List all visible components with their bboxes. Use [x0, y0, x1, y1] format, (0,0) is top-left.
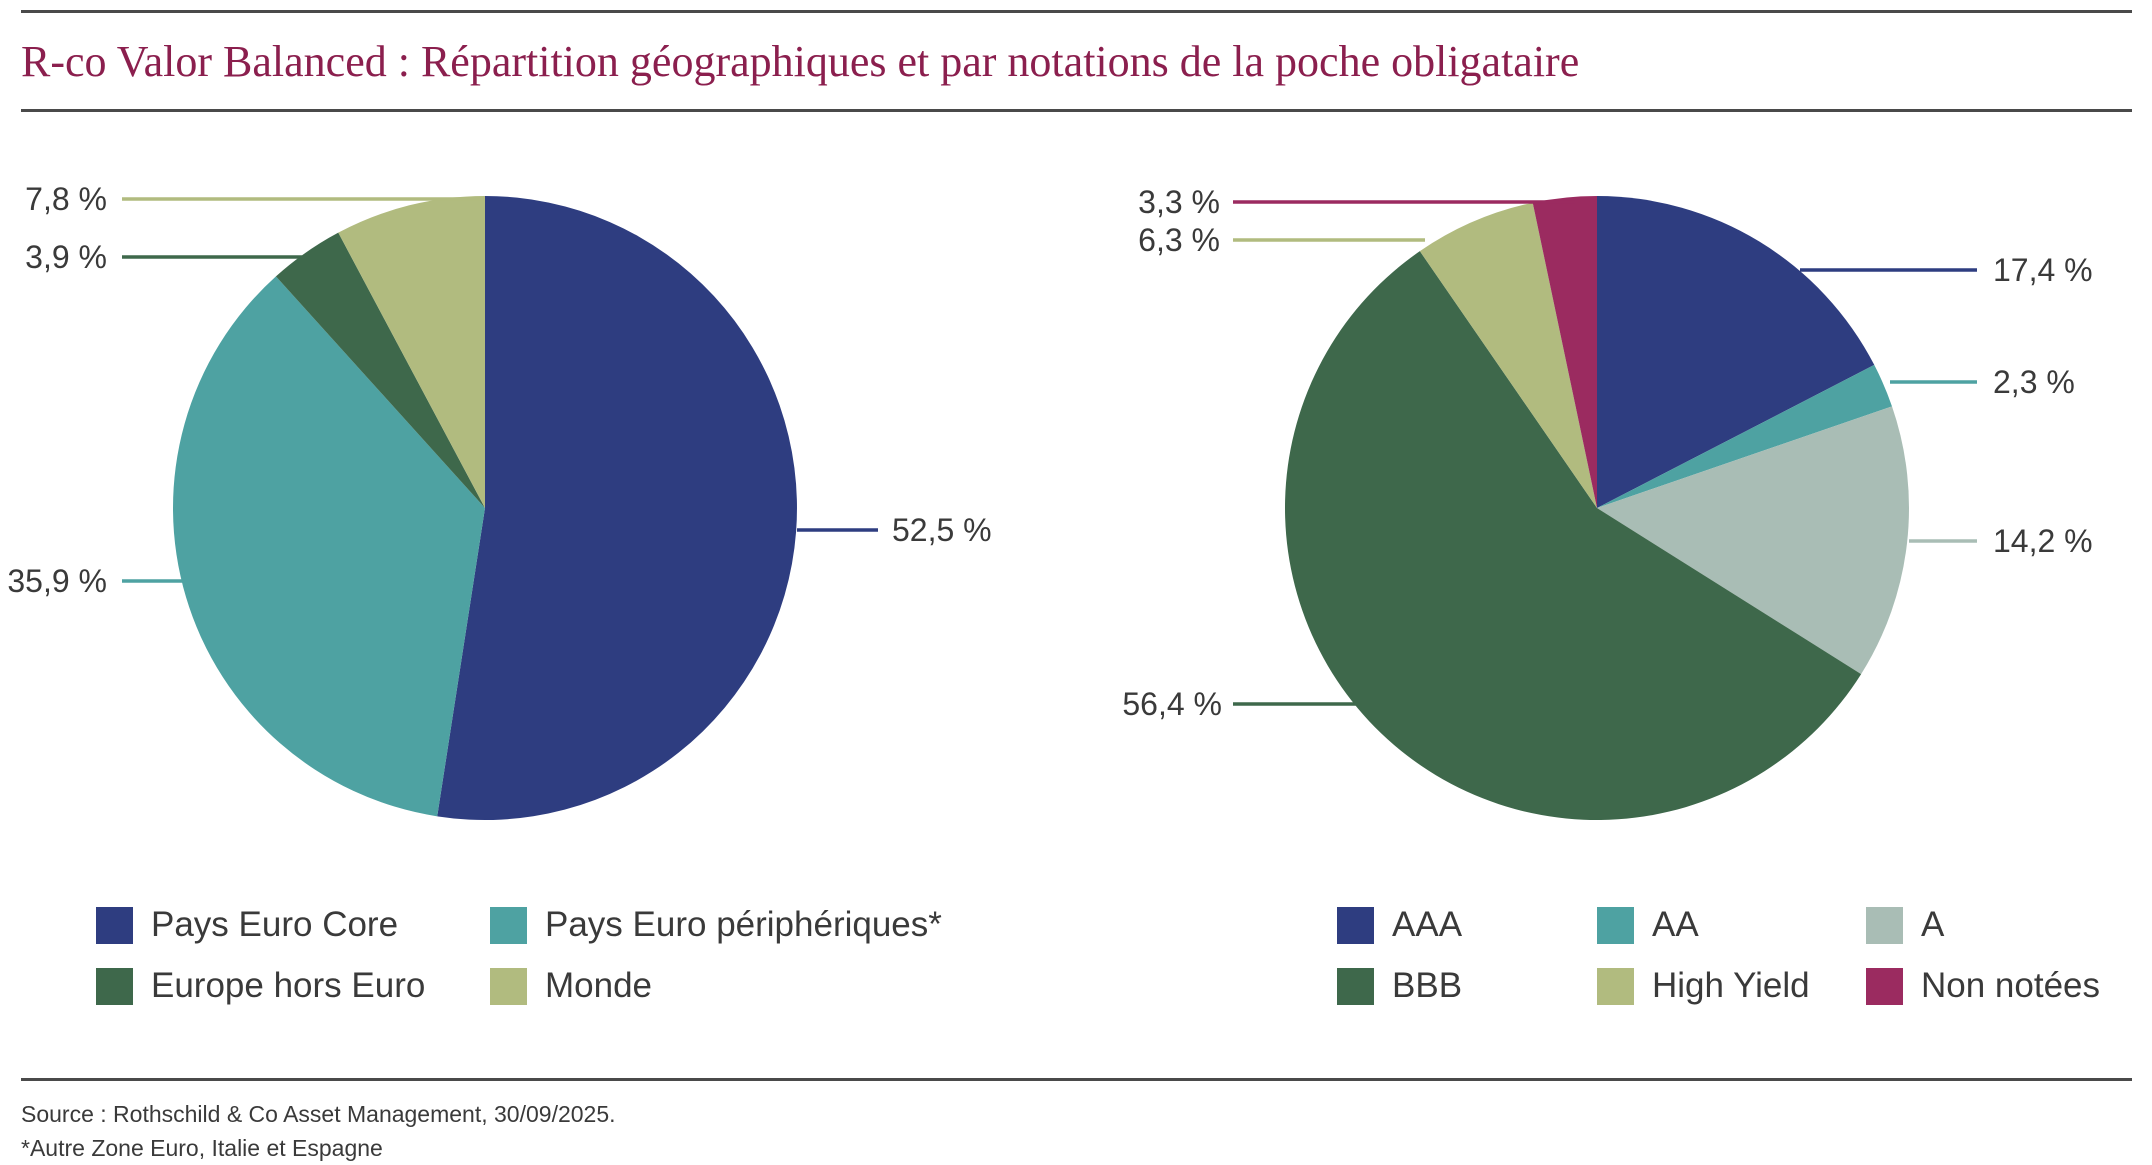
data-label-non-notees: 3,3 %	[1138, 184, 1220, 220]
legend-item-a: A	[1866, 905, 1944, 945]
legend-swatch	[96, 967, 133, 1005]
legend-item-high-yield: High Yield	[1597, 966, 1810, 1006]
legend-label: Non notées	[1921, 966, 2101, 1005]
footer: Source : Rothschild & Co Asset Managemen…	[21, 1097, 616, 1165]
chart-title: R-co Valor Balanced : Répartition géogra…	[21, 37, 1580, 86]
legend-swatch	[1866, 967, 1903, 1005]
data-label-pays-euro-core: 52,5 %	[892, 512, 992, 548]
data-label-a: 14,2 %	[1993, 523, 2093, 559]
legend-swatch	[1866, 906, 1903, 944]
title-rule	[21, 109, 2132, 112]
legend-label: Monde	[545, 966, 653, 1005]
pie-slice-pays-euro-peripheriques	[172, 276, 486, 817]
source-note: Source : Rothschild & Co Asset Managemen…	[21, 1101, 616, 1127]
legend-swatch	[1597, 967, 1634, 1005]
legend-label: Pays Euro Core	[151, 905, 399, 944]
data-label-aaa: 17,4 %	[1993, 252, 2093, 288]
legend-label: AAA	[1392, 905, 1463, 944]
legend-label: AA	[1652, 905, 1699, 944]
data-label-monde: 7,8 %	[25, 181, 107, 217]
legend-label: A	[1921, 905, 1945, 944]
data-label-pays-euro-peripheriques: 35,9 %	[7, 563, 107, 599]
legend-item-pays-euro-core: Pays Euro Core	[96, 905, 398, 945]
pie-slice-bbb	[1284, 251, 1862, 820]
pie-slice-monde	[338, 196, 485, 508]
legend-label: Europe hors Euro	[151, 966, 426, 1005]
legend-swatch	[490, 967, 527, 1005]
pie-slice-a	[1597, 406, 1910, 675]
legend-item-non-notees: Non notées	[1866, 966, 2100, 1006]
data-label-high-yield: 6,3 %	[1138, 222, 1220, 258]
pie-slice-high-yield	[1419, 202, 1597, 508]
legend-swatch	[490, 906, 527, 944]
legend-swatch	[1597, 906, 1634, 944]
pie-slice-aaa	[1597, 196, 1875, 508]
legend-item-aa: AA	[1597, 905, 1699, 945]
data-label-europe-hors-euro: 3,9 %	[25, 239, 107, 275]
legend-item-pays-euro-peripheriques: Pays Euro périphériques*	[490, 905, 942, 945]
legend-item-europe-hors-euro: Europe hors Euro	[96, 966, 425, 1006]
legend-swatch	[1337, 906, 1374, 944]
pie-slice-europe-hors-euro	[275, 232, 485, 508]
legend-swatch	[1337, 967, 1374, 1005]
top-rule	[21, 10, 2132, 13]
data-label-bbb: 56,4 %	[1122, 686, 1222, 722]
legend-item-bbb: BBB	[1337, 966, 1462, 1006]
footer-rule	[21, 1078, 2132, 1081]
legend-item-monde: Monde	[490, 966, 652, 1006]
pie-slice-pays-euro-core	[437, 196, 797, 820]
pie-chart-ratings: 17,4 % 2,3 % 14,2 % 56,4 % 6,3 %3,3 %	[1122, 184, 2093, 820]
legend-item-aaa: AAA	[1337, 905, 1462, 945]
legend-label: Pays Euro périphériques*	[545, 905, 942, 944]
legend-label: High Yield	[1652, 966, 1810, 1005]
pie-slice-aa	[1597, 364, 1892, 508]
legend-swatch	[96, 906, 133, 944]
pie-slice-non-notees	[1532, 196, 1597, 508]
footnote: *Autre Zone Euro, Italie et Espagne	[21, 1135, 383, 1161]
data-label-aa: 2,3 %	[1993, 364, 2075, 400]
pie-chart-geographic: 52,5 % 35,9 % 3,9 % 7,8 %	[7, 181, 992, 820]
legend-label: BBB	[1392, 966, 1463, 1005]
